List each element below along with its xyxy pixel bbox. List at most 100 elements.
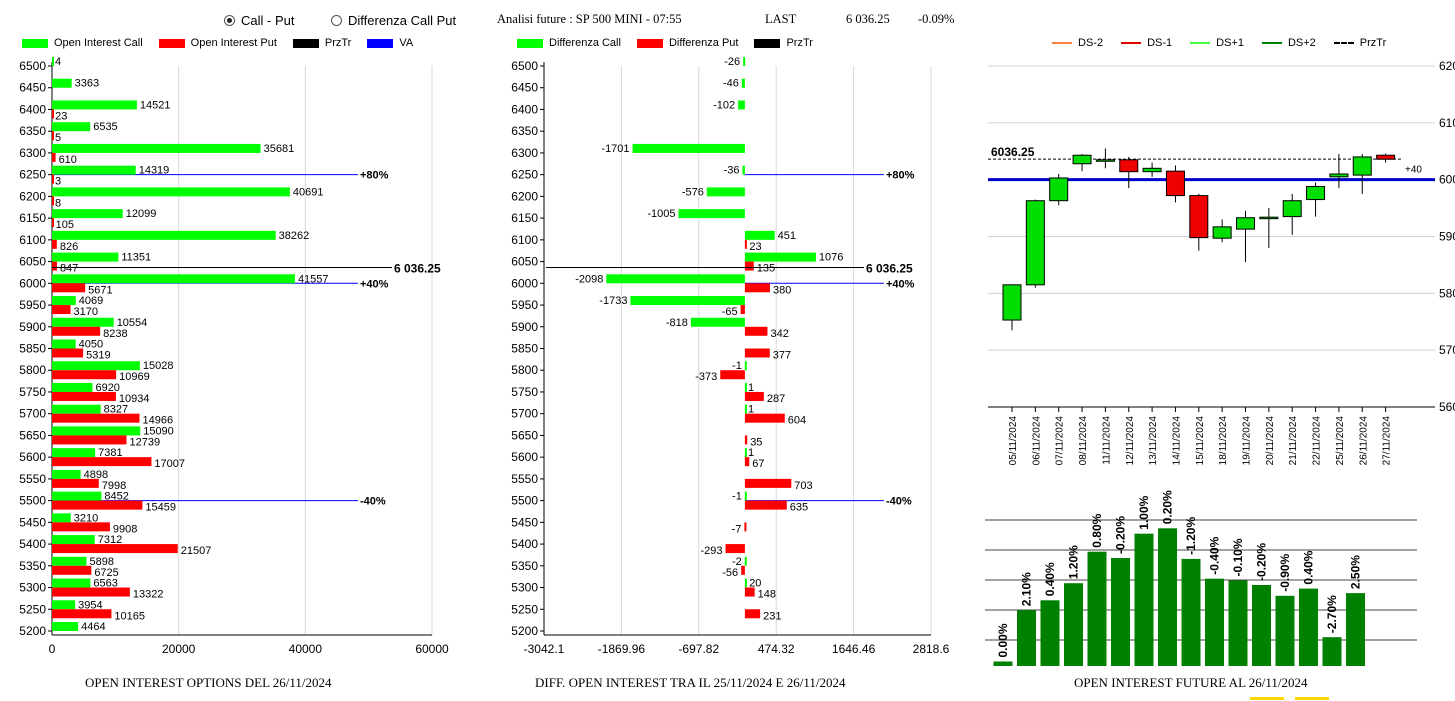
prztr-label: 6 036.25 <box>394 262 441 276</box>
put-bar <box>725 544 745 554</box>
call-value-label: -1005 <box>647 208 675 220</box>
put-value-label: 380 <box>773 284 791 296</box>
put-value-label: 23 <box>55 110 67 122</box>
future-oi-label: -0.90% <box>1278 553 1292 591</box>
call-bar <box>52 209 123 219</box>
future-oi-label: -1.20% <box>1184 517 1198 555</box>
put-bar <box>52 391 116 401</box>
legend-ds-plus2: DS+2 <box>1261 37 1316 49</box>
call-value-label: 3954 <box>78 599 102 611</box>
highlight-mark <box>1295 697 1329 700</box>
put-value-label: 3 <box>55 176 61 188</box>
put-bar <box>744 500 787 510</box>
candle-body <box>1165 170 1185 197</box>
prztr-label: 6 036.25 <box>866 262 913 276</box>
put-bar <box>52 261 57 271</box>
x-tick-label: 12/11/2024 <box>1125 416 1136 466</box>
x-tick-label: 0 <box>49 642 56 656</box>
candle-body <box>1002 284 1022 321</box>
candle-body <box>1072 154 1092 165</box>
call-value-label: 1076 <box>819 252 843 264</box>
va-label: +80% <box>886 170 915 182</box>
call-bar <box>744 578 747 588</box>
y-tick-label: 5700 <box>19 407 46 421</box>
future-oi-bar <box>1158 528 1177 666</box>
y-tick-label: 5800 <box>19 363 46 377</box>
put-bar <box>744 522 747 532</box>
call-value-label: 1 <box>748 404 754 416</box>
call-value-label: -46 <box>723 78 739 90</box>
put-value-label: 10165 <box>114 610 145 622</box>
call-value-label: 4898 <box>84 469 108 481</box>
radio-differenza-call-put[interactable]: Differenza Call Put <box>331 13 456 28</box>
call-value-label: -2098 <box>575 273 603 285</box>
put-bar <box>52 370 117 380</box>
x-tick-label: 14/11/2024 <box>1171 416 1182 466</box>
call-bar <box>52 296 76 306</box>
put-bar <box>744 435 748 445</box>
call-value-label: 38262 <box>279 230 310 242</box>
put-value-label: 287 <box>767 393 785 405</box>
y-tick-label: 5400 <box>511 537 538 551</box>
future-chart-title: OPEN INTEREST FUTURE AL 26/11/2024 <box>1074 675 1308 690</box>
put-value-label: 10969 <box>119 371 150 383</box>
y-tick-label: 6050 <box>511 255 538 269</box>
x-tick-label: 20000 <box>162 642 196 656</box>
call-bar <box>52 252 119 262</box>
call-value-label: -2 <box>732 556 742 568</box>
y-tick-label: 5300 <box>19 581 46 595</box>
put-bar <box>744 478 792 488</box>
put-value-label: 5671 <box>88 284 112 296</box>
y-tick-label: 5250 <box>19 602 46 616</box>
legend-ds-plus1: DS+1 <box>1190 37 1244 49</box>
call-bar <box>52 143 261 153</box>
diff-legend: Differenza Call Differenza Put PrzTr <box>517 37 813 49</box>
put-value-label: 148 <box>758 589 776 601</box>
put-bar <box>744 348 770 358</box>
call-bar <box>52 165 136 175</box>
y-tick-label: 5950 <box>19 298 46 312</box>
y-tick-label: 5950 <box>511 298 538 312</box>
call-value-label: 7381 <box>98 447 122 459</box>
oi-chart-title: OPEN INTEREST OPTIONS DEL 26/11/2024 <box>85 675 332 690</box>
y-tick-label: 5700 <box>1439 343 1455 357</box>
x-tick-label: 21/11/2024 <box>1288 416 1299 466</box>
put-bar <box>52 500 143 510</box>
y-tick-label: 5550 <box>19 472 46 486</box>
y-tick-label: 5500 <box>19 494 46 508</box>
va-label: -40% <box>360 496 386 508</box>
future-oi-label: 2.50% <box>1349 555 1363 589</box>
x-tick-label: 15/11/2024 <box>1195 416 1206 466</box>
y-tick-label: 5450 <box>19 515 46 529</box>
y-tick-label: 5900 <box>511 320 538 334</box>
put-bar <box>52 305 71 315</box>
x-tick-label: 40000 <box>289 642 323 656</box>
call-value-label: 1 <box>748 382 754 394</box>
y-tick-label: 6350 <box>511 124 538 138</box>
y-tick-label: 5400 <box>19 537 46 551</box>
x-tick-label: 05/11/2024 <box>1008 416 1019 466</box>
call-value-label: 6563 <box>93 578 117 590</box>
put-value-label: 5319 <box>86 350 110 362</box>
radio-call-put[interactable]: Call - Put <box>224 13 294 28</box>
y-tick-label: 6200 <box>511 189 538 203</box>
call-bar <box>52 339 76 349</box>
future-oi-bar <box>1346 593 1365 666</box>
y-tick-label: 6500 <box>19 59 46 73</box>
y-tick-label: 6400 <box>511 102 538 116</box>
y-tick-label: 6300 <box>19 146 46 160</box>
call-value-label: 4464 <box>81 621 105 633</box>
call-value-label: -36 <box>724 165 740 177</box>
y-tick-label: 5350 <box>511 559 538 573</box>
y-tick-label: 5600 <box>19 450 46 464</box>
put-value-label: 635 <box>790 502 808 514</box>
put-value-label: 13322 <box>133 589 164 601</box>
call-value-label: 6535 <box>93 121 117 133</box>
future-oi-label: 1.20% <box>1067 545 1081 579</box>
candle-body <box>1352 156 1372 176</box>
y-tick-label: 6450 <box>511 81 538 95</box>
put-bar <box>52 522 110 532</box>
call-value-label: 1 <box>748 447 754 459</box>
call-value-label: 4 <box>55 56 61 68</box>
call-bar <box>706 187 745 197</box>
